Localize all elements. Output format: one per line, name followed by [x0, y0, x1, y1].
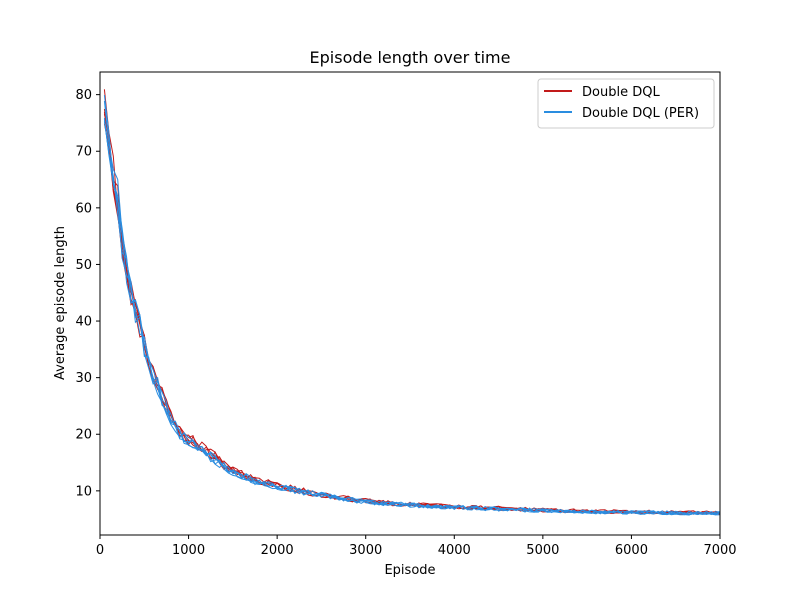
chart-title: Episode length over time	[310, 48, 511, 67]
legend: Double DQL Double DQL (PER)	[537, 78, 715, 129]
y-axis-label: Average episode length	[53, 226, 68, 380]
series-lines	[103, 89, 721, 516]
x-tick-label: 7000	[703, 543, 736, 558]
x-tick-label: 5000	[526, 543, 559, 558]
y-tick-label: 70	[75, 145, 92, 160]
plot-frame	[99, 71, 721, 536]
x-axis-ticks: 0 1000 2000 3000 4000 5000 6000 7000	[96, 535, 737, 558]
y-axis-ticks: 10 20 30 40 50 60 70 80	[75, 88, 100, 499]
x-axis-label: Episode	[384, 563, 435, 578]
x-tick-label: 2000	[261, 543, 294, 558]
y-tick-label: 30	[75, 371, 92, 386]
x-tick-label: 6000	[615, 543, 648, 558]
x-tick-label: 3000	[349, 543, 382, 558]
y-tick-label: 60	[75, 201, 92, 216]
legend-label-double-dql-per: Double DQL (PER)	[582, 106, 699, 121]
y-tick-label: 50	[75, 258, 92, 273]
y-tick-label: 20	[75, 428, 92, 443]
x-tick-label: 4000	[438, 543, 471, 558]
y-tick-label: 10	[75, 484, 92, 499]
x-tick-label: 1000	[172, 543, 205, 558]
x-tick-label: 0	[96, 543, 104, 558]
y-tick-label: 80	[75, 88, 92, 103]
y-tick-label: 40	[75, 315, 92, 330]
series-line-run	[103, 117, 721, 516]
legend-label-double-dql: Double DQL	[582, 85, 660, 100]
legend-box	[537, 78, 715, 129]
